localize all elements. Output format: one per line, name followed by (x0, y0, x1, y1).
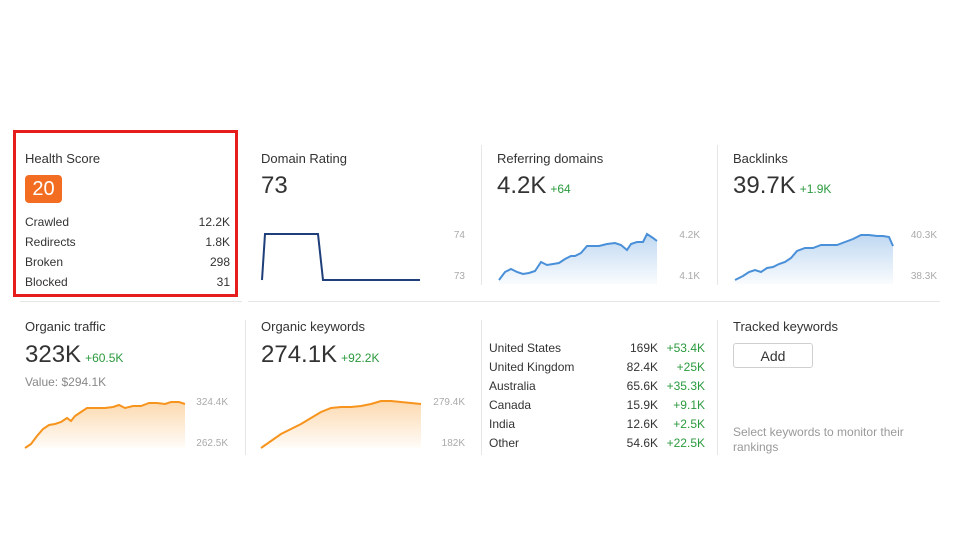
country-row[interactable]: Canada 15.9K +9.1K (489, 398, 707, 412)
country-name: Other (489, 436, 520, 450)
organic-keywords-delta: +92.2K (341, 351, 380, 365)
referring-domains-value[interactable]: 4.2K +64 (497, 172, 571, 200)
organic-keywords-number: 274.1K (261, 341, 338, 368)
country-delta: +2.5K (673, 417, 705, 431)
divider (717, 320, 718, 455)
domain-rating-axis-top: 74 (453, 230, 465, 241)
health-row-label: Broken (25, 255, 64, 269)
tracked-keywords-title: Tracked keywords (733, 319, 838, 334)
add-tracked-keywords-button[interactable]: Add (733, 343, 813, 368)
backlinks-title: Backlinks (733, 151, 788, 166)
country-value: 65.6K (626, 379, 658, 393)
referring-domains-line (498, 232, 658, 281)
divider (248, 301, 940, 302)
health-row-label: Crawled (25, 215, 70, 229)
organic-traffic-value[interactable]: 323K +60.5K (25, 341, 123, 369)
referring-domains-title: Referring domains (497, 151, 604, 166)
country-delta: +25K (676, 360, 705, 374)
country-delta: +9.1K (673, 398, 705, 412)
domain-rating-line (261, 233, 420, 281)
country-value: 54.6K (626, 436, 658, 450)
country-name: India (489, 417, 516, 431)
organic-traffic-chart[interactable] (24, 396, 190, 451)
organic-keywords-area (261, 401, 421, 448)
tracked-keywords-hint: Select keywords to monitor their ranking… (733, 425, 904, 454)
backlinks-number: 39.7K (733, 172, 796, 199)
referring-domains-chart[interactable] (497, 226, 662, 286)
country-name: Canada (489, 398, 532, 412)
health-row-label: Redirects (25, 235, 76, 249)
country-row[interactable]: United Kingdom 82.4K +25K (489, 360, 707, 374)
country-row[interactable]: India 12.6K +2.5K (489, 417, 707, 431)
backlinks-axis-bottom: 38.3K (910, 271, 937, 282)
backlinks-delta: +1.9K (799, 182, 832, 196)
country-value: 169K (629, 341, 658, 355)
organic-traffic-number: 323K (25, 341, 82, 368)
country-delta: +35.3K (666, 379, 705, 393)
country-delta: +53.4K (666, 341, 705, 355)
referring-domains-axis-top: 4.2K (679, 230, 700, 241)
divider (20, 301, 242, 302)
country-name: United Kingdom (489, 360, 575, 374)
country-name: Australia (489, 379, 536, 393)
organic-keywords-line (260, 400, 422, 449)
organic-traffic-axis-bottom: 262.5K (196, 438, 228, 449)
country-delta: +22.5K (666, 436, 705, 450)
country-value: 15.9K (626, 398, 658, 412)
health-row-broken[interactable]: Broken 298 (25, 255, 230, 269)
country-row[interactable]: Australia 65.6K +35.3K (489, 379, 707, 393)
organic-traffic-delta: +60.5K (85, 351, 124, 365)
health-row-value: 31 (216, 275, 230, 289)
country-row[interactable]: United States 169K +53.4K (489, 341, 707, 355)
health-row-blocked[interactable]: Blocked 31 (25, 275, 230, 289)
backlinks-area (735, 235, 893, 284)
domain-rating-value[interactable]: 73 (261, 172, 288, 199)
country-name: United States (489, 341, 562, 355)
divider (717, 145, 718, 285)
organic-traffic-value-label: Value: $294.1K (25, 375, 107, 389)
health-score-card[interactable] (13, 130, 238, 297)
organic-keywords-chart[interactable] (260, 396, 426, 451)
health-row-label: Blocked (25, 275, 68, 289)
health-score-badge: 20 (25, 175, 62, 203)
referring-domains-number: 4.2K (497, 172, 547, 199)
divider (245, 320, 246, 455)
referring-domains-delta: +64 (550, 182, 571, 196)
domain-rating-title: Domain Rating (261, 151, 347, 166)
country-value: 12.6K (626, 417, 658, 431)
organic-traffic-line (24, 401, 186, 449)
health-score-title: Health Score (25, 151, 101, 166)
health-row-value: 298 (209, 255, 230, 269)
referring-domains-axis-bottom: 4.1K (679, 271, 700, 282)
backlinks-value[interactable]: 39.7K +1.9K (733, 172, 831, 200)
health-row-redirects[interactable]: Redirects 1.8K (25, 235, 230, 249)
divider (481, 320, 482, 455)
organic-traffic-axis-top: 324.4K (196, 397, 228, 408)
health-row-crawled[interactable]: Crawled 12.2K (25, 215, 230, 229)
domain-rating-chart[interactable] (260, 228, 425, 283)
health-row-value: 1.8K (205, 235, 230, 249)
divider (481, 145, 482, 285)
backlinks-axis-top: 40.3K (910, 230, 937, 241)
organic-traffic-area (25, 402, 185, 448)
country-row[interactable]: Other 54.6K +22.5K (489, 436, 707, 450)
backlinks-line (734, 234, 894, 281)
health-row-value: 12.2K (198, 215, 230, 229)
organic-keywords-title: Organic keywords (261, 319, 366, 334)
backlinks-chart[interactable] (733, 226, 898, 286)
organic-traffic-title: Organic traffic (25, 319, 106, 334)
organic-keywords-value[interactable]: 274.1K +92.2K (261, 341, 379, 369)
referring-domains-area (499, 234, 657, 284)
country-value: 82.4K (626, 360, 658, 374)
domain-rating-axis-bottom: 73 (453, 271, 465, 282)
organic-keywords-axis-top: 279.4K (433, 397, 465, 408)
organic-keywords-axis-bottom: 182K (441, 438, 465, 449)
